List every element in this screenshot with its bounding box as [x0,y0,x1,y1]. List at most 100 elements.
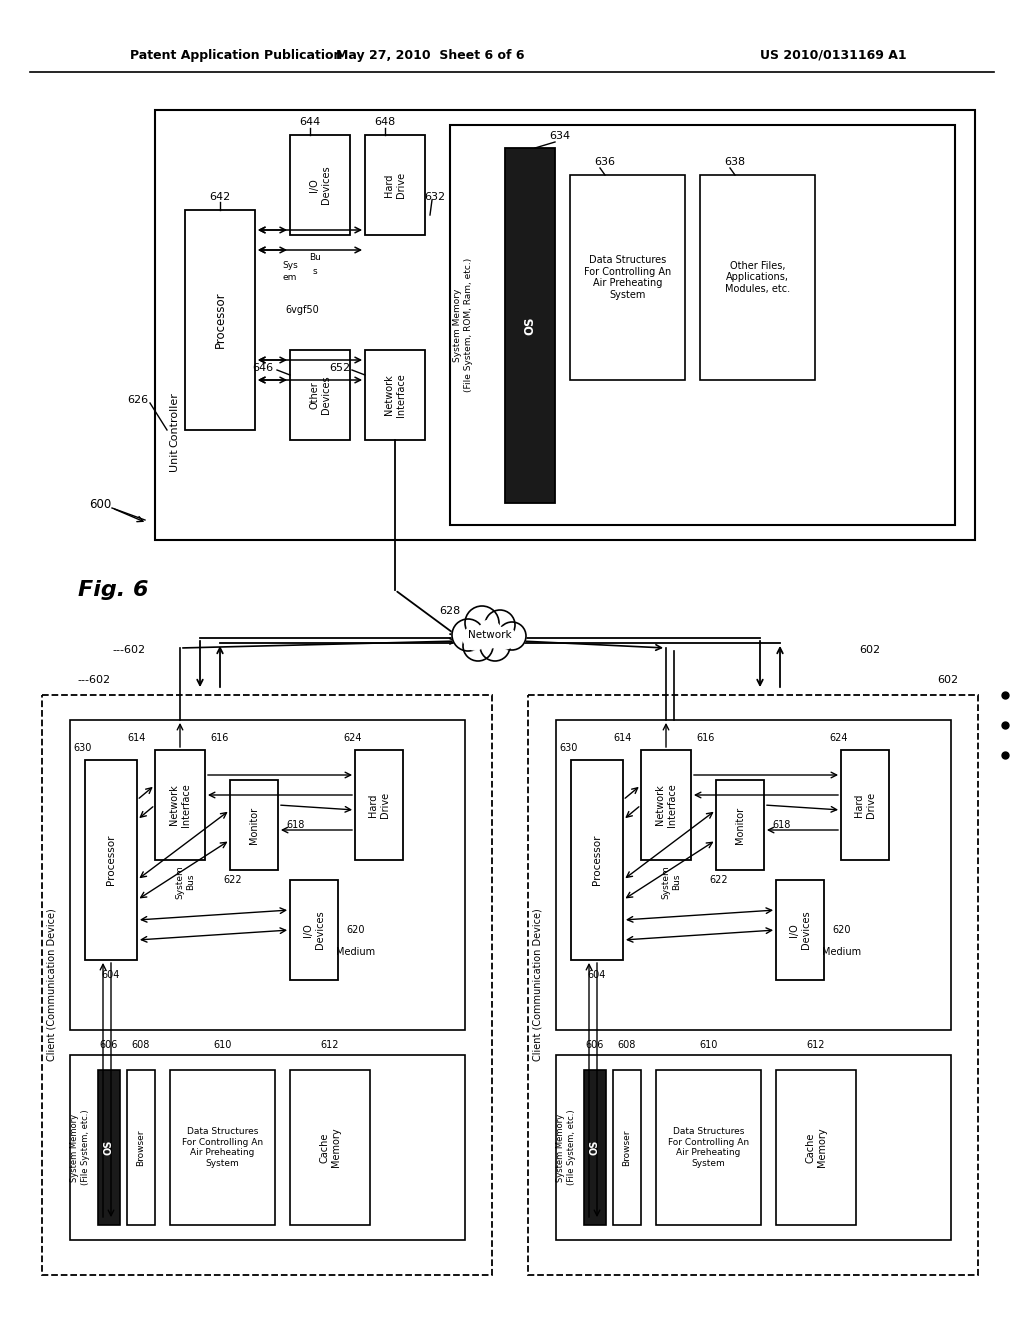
Bar [42,696,492,1275]
Text: 602: 602 [859,645,881,655]
Text: Browser: Browser [136,1129,145,1166]
Text: 608: 608 [132,1040,151,1049]
Text: ---602: ---602 [77,675,111,685]
Text: Browser: Browser [623,1129,632,1166]
Text: 628: 628 [439,606,461,616]
Circle shape [485,610,515,640]
Bar [570,176,685,380]
Circle shape [494,627,516,649]
Text: 642: 642 [209,191,230,202]
Text: OS: OS [590,1139,600,1155]
Text: 606: 606 [586,1040,604,1049]
Text: Sys: Sys [283,260,298,269]
Bar [656,1071,761,1225]
Text: Network
Interface: Network Interface [384,374,406,417]
Text: Bu: Bu [309,253,321,263]
Text: 622: 622 [223,875,243,884]
Text: 618: 618 [773,820,792,830]
Circle shape [498,622,526,649]
Text: Monitor: Monitor [735,807,745,843]
Text: 616: 616 [696,733,715,743]
Text: System Memory
(File System, etc.): System Memory (File System, etc.) [71,1110,90,1185]
Text: 614: 614 [613,733,632,743]
Text: Medium: Medium [337,946,376,957]
Text: 612: 612 [321,1040,339,1049]
Bar [98,1071,120,1225]
Bar [290,1071,370,1225]
Text: I/O
Devices: I/O Devices [309,166,331,205]
Bar [155,750,205,861]
Bar [290,350,350,440]
Text: 604: 604 [588,970,606,979]
Bar [355,750,403,861]
Text: 652: 652 [330,363,350,374]
Text: OS: OS [104,1139,114,1155]
Text: 602: 602 [937,675,958,685]
Text: May 27, 2010  Sheet 6 of 6: May 27, 2010 Sheet 6 of 6 [336,49,524,62]
Bar [170,1071,275,1225]
Text: Processor: Processor [106,834,116,886]
Text: Data Structures
For Controlling An
Air Preheating
System: Data Structures For Controlling An Air P… [668,1127,750,1168]
Text: System Memory
(File System, etc.): System Memory (File System, etc.) [556,1110,575,1185]
Text: Hard
Drive: Hard Drive [854,792,876,818]
Text: 604: 604 [101,970,120,979]
Text: 610: 610 [699,1040,718,1049]
Text: OS: OS [523,317,537,335]
Text: Client (Communication Device): Client (Communication Device) [534,908,543,1061]
Text: 600: 600 [89,499,112,511]
Text: 626: 626 [127,395,148,405]
Bar [70,1055,465,1239]
Text: I/O
Devices: I/O Devices [790,911,811,949]
Bar [127,1071,155,1225]
Text: Hard
Drive: Hard Drive [384,172,406,198]
Text: Monitor: Monitor [249,807,259,843]
Bar [450,125,955,525]
Text: Processor: Processor [213,292,226,348]
Bar [505,148,555,503]
Text: 634: 634 [550,131,570,141]
Text: Cache
Memory: Cache Memory [805,1127,826,1167]
Text: 622: 622 [710,875,728,884]
Circle shape [452,619,484,651]
Bar [613,1071,641,1225]
Text: 648: 648 [375,117,395,127]
Text: 610: 610 [213,1040,231,1049]
Text: 620: 620 [833,925,851,935]
Text: Network
Interface: Network Interface [655,783,677,826]
Text: US 2010/0131169 A1: US 2010/0131169 A1 [760,49,906,62]
Circle shape [463,626,487,649]
Bar [584,1071,606,1225]
Bar [716,780,764,870]
Bar [185,210,255,430]
Text: Processor: Processor [592,834,602,886]
Text: Hard
Drive: Hard Drive [369,792,390,818]
Text: 644: 644 [299,117,321,127]
Bar [556,719,951,1030]
Bar [290,135,350,235]
Text: Network
Interface: Network Interface [169,783,190,826]
Bar [85,760,137,960]
Text: em: em [283,273,297,282]
Text: System Memory
(File System, ROM, Ram, etc.): System Memory (File System, ROM, Ram, et… [454,257,473,392]
Text: Client (Communication Device): Client (Communication Device) [47,908,57,1061]
Bar [641,750,691,861]
Text: Data Structures
For Controlling An
Air Preheating
System: Data Structures For Controlling An Air P… [182,1127,263,1168]
Text: 638: 638 [724,157,745,168]
Text: Medium: Medium [822,946,861,957]
Text: ---602: ---602 [112,645,145,655]
Circle shape [480,631,510,661]
Text: 612: 612 [807,1040,825,1049]
Text: 620: 620 [347,925,366,935]
Bar [155,110,975,540]
Circle shape [480,620,500,640]
Text: Fig. 6: Fig. 6 [78,579,148,601]
Text: Other Files,
Applications,
Modules, etc.: Other Files, Applications, Modules, etc. [725,261,791,294]
Circle shape [465,606,499,640]
Text: System
Bus: System Bus [662,865,681,899]
Text: 632: 632 [424,191,445,202]
Text: s: s [312,267,317,276]
Text: 630: 630 [74,743,92,752]
Text: 624: 624 [344,733,362,743]
Text: 616: 616 [211,733,229,743]
Text: 608: 608 [617,1040,636,1049]
